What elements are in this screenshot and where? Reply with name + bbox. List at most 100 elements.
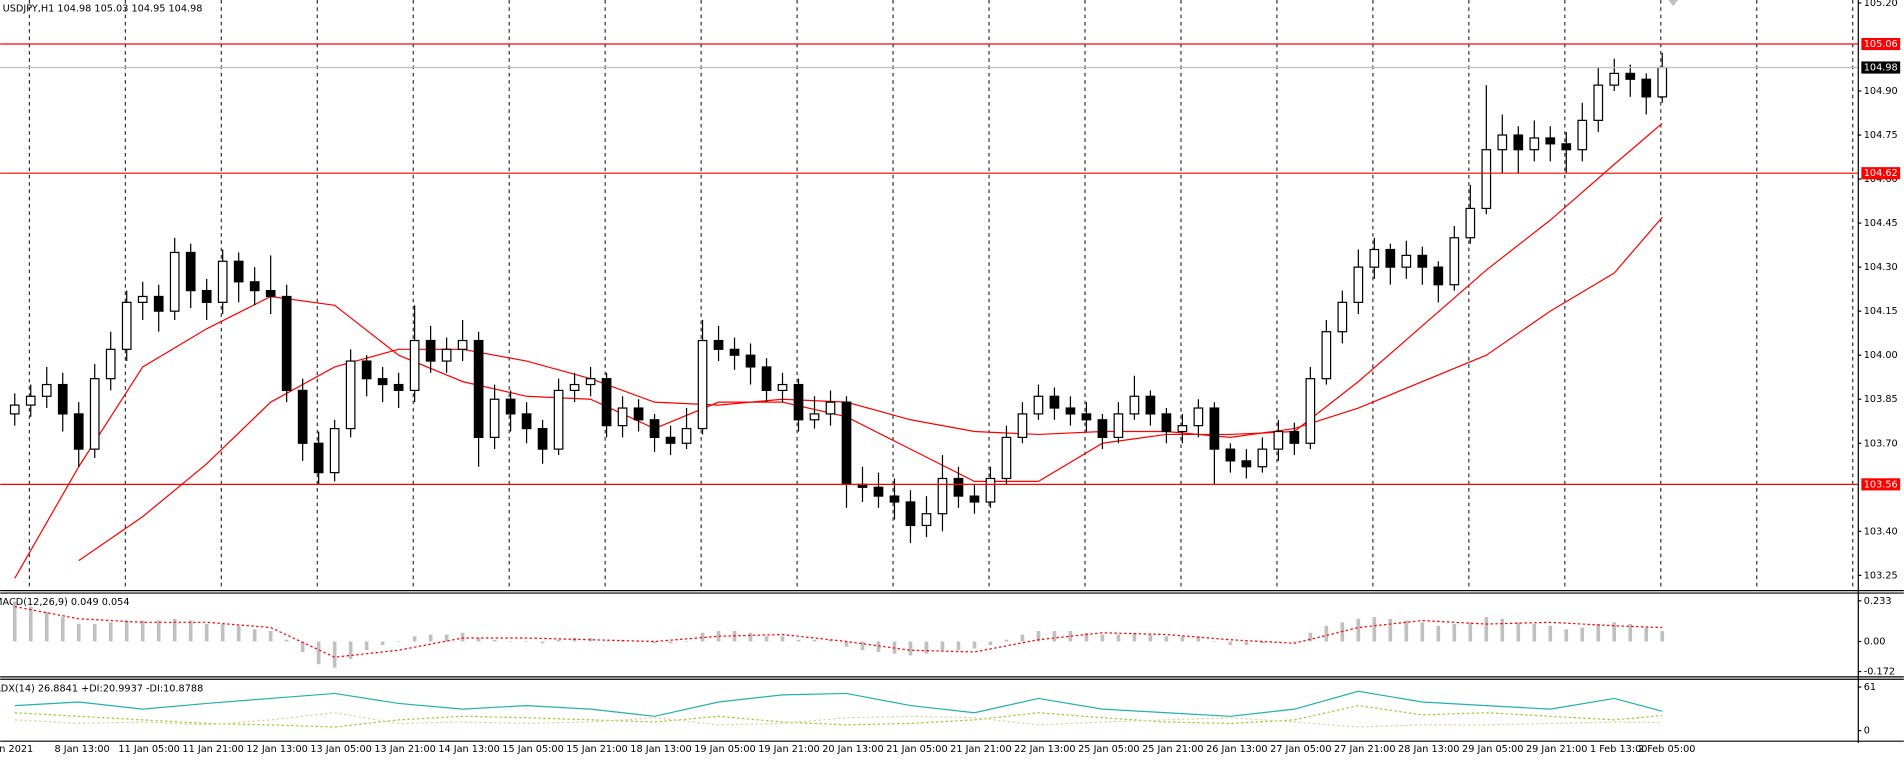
level-label: 103.56 (1864, 479, 1898, 490)
macd-bar (236, 625, 241, 642)
x-tick-label: 18 Jan 13:00 (630, 744, 691, 755)
x-tick-label: 19 Jan 05:00 (694, 744, 755, 755)
macd-bar (348, 641, 353, 659)
candle-body (1289, 430, 1300, 444)
candle-body (601, 378, 612, 427)
candle-body (969, 495, 980, 503)
macd-bar (300, 641, 305, 652)
candle-body (185, 251, 196, 292)
candle-body (985, 477, 996, 503)
macd-bar (1452, 624, 1457, 642)
candle-body (937, 477, 948, 515)
candle-body (729, 348, 740, 356)
macd-bar (876, 641, 881, 652)
candle-body (697, 339, 708, 430)
macd-bar (972, 641, 977, 649)
level-label-box (1861, 37, 1901, 51)
y-tick-label: 61 (1864, 682, 1876, 693)
macd-bar (124, 620, 129, 642)
x-tick-label: 27 Jan 05:00 (1270, 744, 1331, 755)
macd-bar (844, 641, 849, 647)
candle-body (1433, 266, 1444, 286)
macd-bar (652, 641, 657, 644)
candle-body (537, 427, 548, 450)
candle-body (1257, 448, 1268, 468)
macd-bar (1292, 641, 1297, 643)
candle-body (1129, 395, 1140, 415)
macd-bar (428, 634, 433, 642)
x-tick-label: 21 Jan 05:00 (886, 744, 947, 755)
candle-body (153, 295, 164, 312)
macd-bar (796, 639, 801, 642)
y-tick-label: 104.75 (1864, 130, 1898, 141)
macd-bar (1596, 624, 1601, 642)
y-tick-label: 105.20 (1864, 0, 1898, 9)
macd-bar (92, 624, 97, 642)
candle-body (313, 442, 324, 474)
candle-body (521, 413, 532, 430)
candle-body (1049, 395, 1060, 409)
candle-body (665, 436, 676, 444)
candle-body (1113, 413, 1124, 438)
macd-bar (748, 632, 753, 642)
macd-bar (12, 601, 17, 642)
candle-body (441, 348, 452, 362)
macd-bar (700, 632, 705, 642)
macd-bar (188, 620, 193, 642)
macd-bar (364, 641, 369, 651)
level-label: 104.62 (1864, 168, 1898, 179)
x-tick-label: 29 Jan 21:00 (1526, 744, 1587, 755)
y-tick-label: 103.85 (1864, 394, 1898, 405)
macd-bar (1100, 634, 1105, 642)
macd-bar (684, 641, 689, 643)
candle-body (1001, 436, 1012, 480)
y-tick-label: 103.25 (1864, 570, 1898, 581)
candle-body (505, 398, 516, 415)
candle-body (713, 339, 724, 350)
candle-body (841, 401, 852, 485)
candle-body (9, 404, 20, 415)
candle-body (1305, 378, 1316, 444)
macd-bar (44, 611, 49, 642)
y-tick-label: 0.00 (1864, 636, 1886, 647)
candle-body (1417, 254, 1428, 268)
candle-body (361, 360, 372, 380)
macd-bar (1180, 636, 1185, 642)
candle-body (1465, 207, 1476, 239)
candle-body (1209, 407, 1220, 450)
macd-bar (860, 641, 865, 651)
candle-body (1577, 119, 1588, 151)
candle-body (1273, 430, 1284, 450)
candle-body (1225, 448, 1236, 462)
y-tick-label: 103.70 (1864, 438, 1898, 449)
candle-body (825, 401, 836, 415)
candle-body (649, 419, 660, 438)
macd-bar (1564, 629, 1569, 642)
macd-bar (588, 638, 593, 642)
macd-bar (316, 641, 321, 665)
candle-body (1177, 425, 1188, 433)
macd-bar (1308, 632, 1313, 642)
macd-bar (380, 641, 385, 645)
candle-body (121, 301, 132, 350)
x-tick-label: 20 Jan 13:00 (822, 744, 883, 755)
adx-line (14, 690, 1663, 717)
macd-bar (172, 618, 177, 642)
macd-bar (108, 622, 113, 642)
level-label-box (1861, 167, 1901, 180)
candle-body (1097, 419, 1108, 438)
level-label-box (1861, 478, 1901, 491)
macd-bar (1580, 627, 1585, 642)
candle-body (377, 378, 388, 386)
candle-body (409, 339, 420, 392)
macd-bar (1116, 634, 1121, 642)
macd-bar (156, 620, 161, 642)
x-tick-label: 11 Jan 05:00 (118, 744, 179, 755)
candle-body (217, 260, 228, 303)
candle-body (265, 290, 276, 298)
candle-body (1161, 413, 1172, 433)
x-tick-label: 1 Feb 13:00 (1590, 744, 1647, 755)
